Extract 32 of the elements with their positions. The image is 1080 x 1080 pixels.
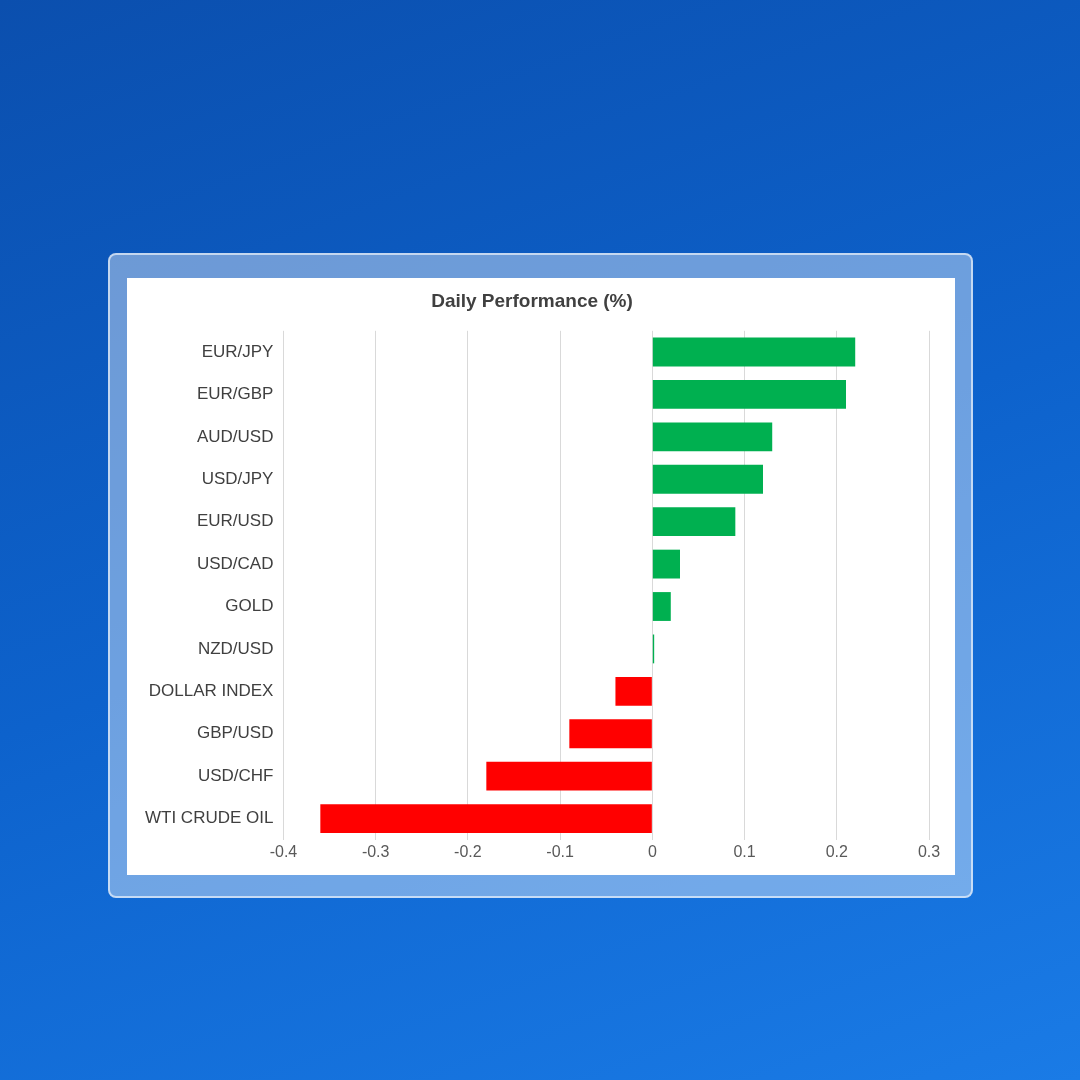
bar [652,337,856,367]
chart-title: Daily Performance (%) [431,289,633,311]
x-tick-label: -0.2 [454,842,482,860]
y-tick-label: GOLD [225,596,274,616]
bar [652,592,671,621]
x-tick-label: -0.1 [546,842,574,860]
bar [320,804,652,834]
x-tick-label: -0.3 [361,842,390,860]
x-tick-label: -0.4 [269,842,298,860]
bar [652,549,680,579]
bar [652,464,763,494]
x-tick-label: 0 [647,842,657,860]
bar [615,676,652,706]
bar [486,761,652,791]
x-tick-label: 0.3 [917,842,941,860]
y-tick-label: USD/JPY [201,468,274,488]
y-tick-label: USD/CAD [196,553,274,573]
x-tick-label: 0.2 [825,842,848,860]
bar [652,507,736,537]
y-tick-label: NZD/USD [197,638,274,658]
y-tick-label: EUR/USD [196,511,274,531]
y-tick-label: AUD/USD [196,426,274,446]
y-tick-label: EUR/GBP [196,384,274,404]
bar [569,719,652,749]
y-tick-label: DOLLAR INDEX [148,681,274,701]
bar [652,380,846,409]
y-tick-label: GBP/USD [196,723,274,743]
y-tick-label: WTI CRUDE OIL [144,808,274,828]
y-tick-label: EUR/JPY [201,341,274,361]
bar [652,422,773,452]
x-tick-label: 0.1 [733,842,756,860]
y-tick-label: USD/CHF [197,765,274,785]
